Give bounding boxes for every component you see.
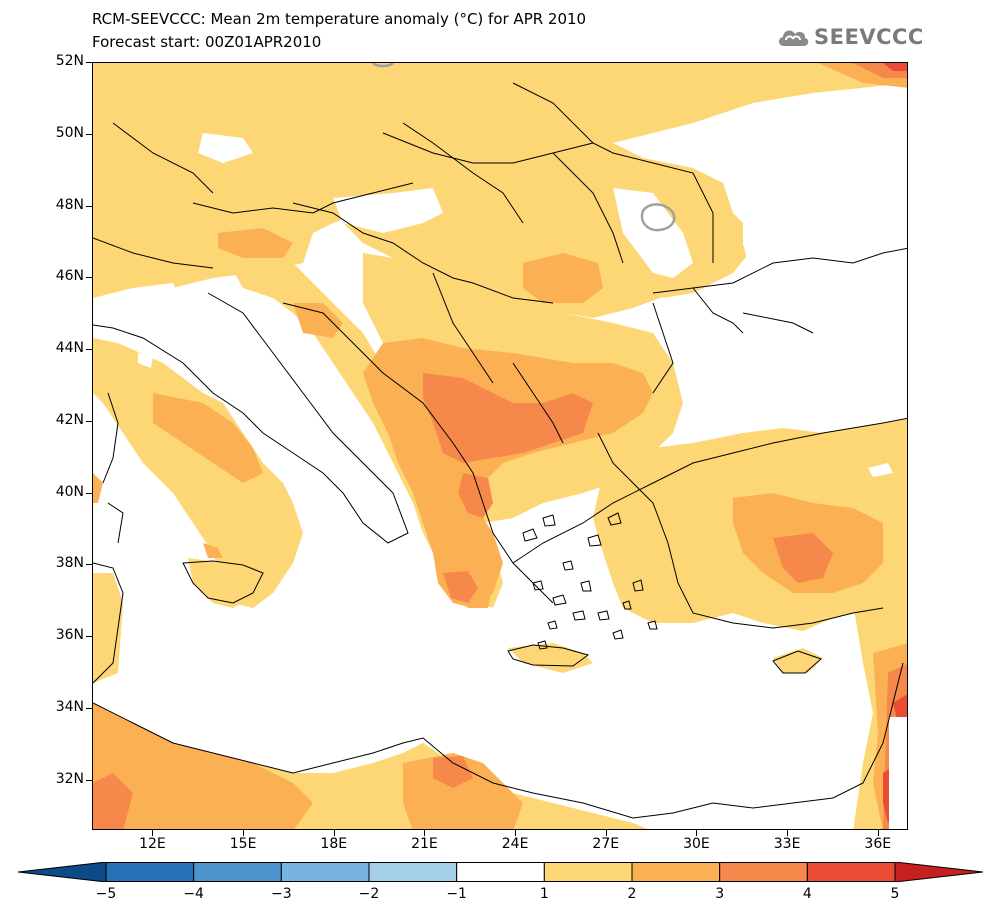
colorbar-segment [105,862,195,882]
lat-label: 40N [55,483,84,500]
lat-label: 34N [55,698,84,715]
colorbar-segment [193,862,282,882]
lat-tick [86,134,92,135]
masked-region [889,717,907,829]
aegean-islands [522,512,658,650]
lon-tick [424,830,425,836]
lon-label: 27E [592,836,620,852]
colorbar-min-arrow [17,861,107,883]
colorbar-label: 3 [715,886,725,902]
anomaly-contour-top [372,63,394,68]
lon-tick [243,830,244,836]
lat-tick [86,708,92,709]
lat-tick [86,780,92,781]
colorbar-segment [543,862,633,882]
map-canvas [93,63,907,829]
lon-label: 18E [320,836,348,852]
lat-label: 50N [55,124,84,141]
colorbar-segment [280,862,370,882]
lat-tick [86,62,92,63]
lat-tick [86,277,92,278]
colorbar-segment [368,862,458,882]
lon-tick [696,830,697,836]
lat-label: 38N [55,555,84,572]
lon-label: 21E [411,836,438,852]
colorbar-label: 2 [627,886,637,902]
lat-tick [86,636,92,637]
colorbar-max-arrow [894,861,984,883]
title-line-1: RCM-SEEVCCC: Mean 2m temperature anomaly… [92,10,587,28]
colorbar-label: −2 [358,886,380,902]
colorbar-svg [17,861,984,883]
lon-tick [515,830,516,836]
lon-label: 36E [864,836,892,852]
lat-tick [86,421,92,422]
colorbar-label: −3 [271,886,292,902]
lon-label: 15E [229,836,257,852]
cloud-icon [778,30,809,46]
lat-label: 32N [55,770,84,787]
lon-label: 24E [501,836,529,852]
lat-label: 46N [55,268,84,285]
lat-label: 42N [55,411,84,428]
seevccc-logo: SEEVCCC [776,22,924,52]
lon-tick [878,830,879,836]
coastlines-and-borders [93,82,907,819]
colorbar-label: 5 [890,886,900,902]
title-line-2: Forecast start: 00Z01APR2010 [92,33,322,51]
colorbar-label: −1 [446,886,467,902]
colorbar-segment [719,862,808,882]
lon-label: 12E [139,836,166,852]
lat-tick [86,206,92,207]
lat-tick [86,493,92,494]
colorbar-label: −5 [95,886,117,902]
colorbar-label: 4 [802,886,812,902]
colorbar [17,861,984,883]
lat-tick [86,564,92,565]
lat-tick [86,349,92,350]
colorbar-label: −4 [183,886,204,902]
lon-tick [152,830,153,836]
logo-text: SEEVCCC [814,25,924,49]
temperature-anomaly-map [92,62,908,830]
colorbar-segment [806,862,896,882]
lat-label: 44N [55,340,84,357]
colorbar-segment [456,862,545,882]
lon-tick [787,830,788,836]
lat-label: 48N [55,196,84,213]
lat-label: 52N [55,53,84,69]
lon-tick [334,830,335,836]
colorbar-label: 1 [539,886,549,902]
lon-tick [606,830,607,836]
land-anomaly-below-1 [93,83,907,541]
anomaly-contour [640,203,676,232]
lon-label: 30E [683,836,710,852]
lat-label: 36N [55,627,84,644]
lon-label: 33E [773,836,801,852]
colorbar-segment [631,862,721,882]
